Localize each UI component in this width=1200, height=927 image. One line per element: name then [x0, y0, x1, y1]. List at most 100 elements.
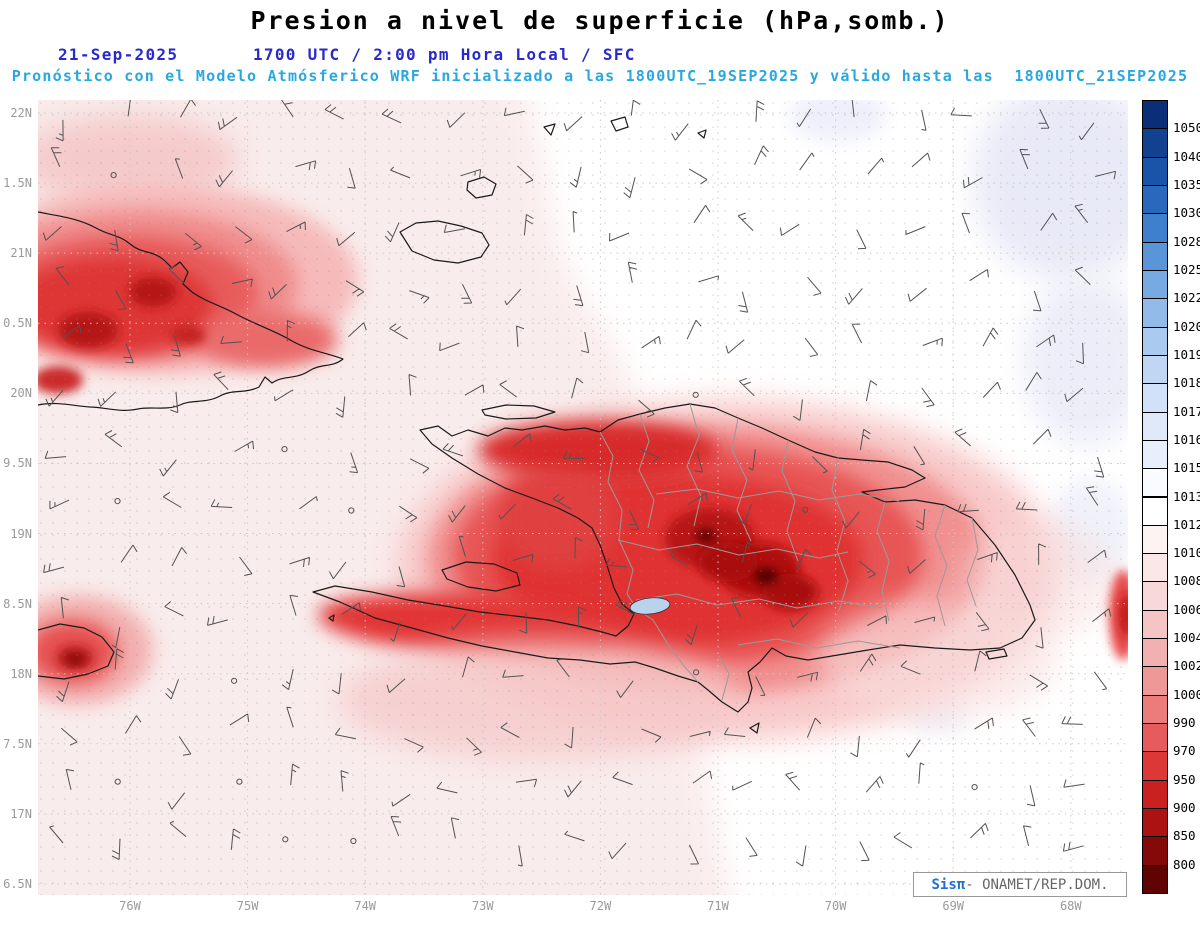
- colorbar-cell: [1142, 553, 1168, 583]
- lon-label: 76W: [119, 899, 141, 913]
- lon-label: 68W: [1059, 899, 1082, 913]
- beata-island: [749, 722, 760, 734]
- lat-label: 6.5N: [3, 876, 32, 891]
- lon-label: 74W: [354, 899, 377, 913]
- page-title: Presion a nivel de superficie (hPa,somb.…: [250, 6, 950, 35]
- colorbar-cell: [1142, 128, 1168, 158]
- lat-label: 17N: [10, 806, 32, 821]
- colorbar-cell: [1142, 298, 1168, 328]
- colorbar-cell: [1142, 609, 1168, 640]
- colorbar-cell: [1142, 269, 1168, 300]
- colorbar-tick-label: 1017: [1173, 403, 1200, 419]
- watermark-brand: Sisπ: [931, 876, 966, 893]
- colorbar-cell: [1142, 524, 1168, 555]
- colorbar-cell: [1142, 241, 1168, 271]
- lake-enriquillo: [629, 597, 671, 615]
- colorbar-cell: [1142, 808, 1168, 838]
- colorbar-cell: [1142, 383, 1168, 413]
- colorbar-cell: [1142, 354, 1168, 385]
- great-inagua-island: [399, 220, 490, 264]
- forecast-time: 1700 UTC / 2:00 pm Hora Local / SFC: [253, 45, 636, 64]
- jamaica-coast: [38, 623, 115, 680]
- colorbar: [1142, 100, 1168, 894]
- colorbar-tick-label: 1019: [1173, 346, 1200, 362]
- province-borders: [599, 403, 979, 701]
- colorbar-tick-label: 850: [1173, 828, 1196, 844]
- lat-labels: 22N 1.5N 21N 0.5N 20N 9.5N 19N 8.5N 18N 7.5N 17N 6.…: [0, 100, 35, 895]
- lon-labels: 76W 75W 74W 73W 72W 71W 70W 69W 68W: [38, 899, 1128, 919]
- model-init-line: Pronóstico con el Modelo Atmósferico WRF…: [11, 67, 1189, 85]
- colorbar-tick-label: 990: [1173, 715, 1196, 731]
- colorbar-tick-label: 1018: [1173, 375, 1200, 391]
- colorbar-cell: [1142, 751, 1168, 781]
- colorbar-cell: [1142, 496, 1168, 526]
- colorbar-labels: 1050 1040 1035 1030 1028 1025 1022 1020 1019 1018…: [1173, 100, 1200, 893]
- colorbar-cell: [1142, 779, 1168, 810]
- colorbar-tick-label: 900: [1173, 800, 1196, 816]
- navassa-island: [328, 614, 335, 622]
- colorbar-tick-label: 1030: [1173, 205, 1200, 221]
- colorbar-tick-label: 1025: [1173, 261, 1200, 277]
- colorbar-cell: [1142, 411, 1168, 441]
- colorbar-tick-label: 1028: [1173, 233, 1200, 249]
- datetime-line: 21-Sep-2025 1700 UTC / 2:00 pm Hora Loca…: [0, 45, 1200, 65]
- colorbar-cell: [1142, 581, 1168, 611]
- forecast-date: 21-Sep-2025: [58, 45, 179, 64]
- colorbar-tick-label: 970: [1173, 743, 1196, 759]
- colorbar-cell: [1142, 836, 1168, 866]
- cuba-coast: [38, 211, 344, 411]
- lat-label: 8.5N: [3, 596, 32, 611]
- colorbar-cell: [1142, 468, 1168, 498]
- lon-label: 75W: [236, 899, 259, 913]
- colorbar-cell: [1142, 723, 1168, 753]
- lat-label: 0.5N: [3, 316, 32, 331]
- colorbar-tick-label: 1020: [1173, 318, 1200, 334]
- hispaniola-coast: [312, 403, 1036, 713]
- lon-label: 70W: [824, 899, 847, 913]
- lon-label: 71W: [707, 899, 729, 913]
- lon-label: 69W: [942, 899, 965, 913]
- colorbar-tick-label: 950: [1173, 771, 1196, 787]
- colorbar-cell: [1142, 864, 1168, 894]
- gonave-island: [441, 561, 521, 592]
- colorbar-tick-label: 1002: [1173, 658, 1200, 674]
- colorbar-tick-label: 1013: [1173, 488, 1200, 504]
- coastlines: [38, 116, 1036, 734]
- colorbar-tick-label: 1000: [1173, 686, 1200, 702]
- colorbar-tick-label: 1004: [1173, 630, 1200, 646]
- stipple-overlay: [38, 100, 1128, 895]
- lat-label: 7.5N: [3, 736, 32, 751]
- lat-label: 9.5N: [3, 456, 32, 471]
- watermark-separator: -: [965, 876, 983, 893]
- colorbar-tick-label: 1050: [1173, 120, 1200, 136]
- turks-island-1: [543, 123, 556, 136]
- colorbar-tick-label: 1016: [1173, 431, 1200, 447]
- colorbar-cell: [1142, 666, 1168, 696]
- lat-label: 18N: [10, 666, 32, 681]
- colorbar-tick-label: 1010: [1173, 545, 1200, 561]
- lon-label: 73W: [471, 899, 494, 913]
- colorbar-tick-label: 1012: [1173, 516, 1200, 532]
- watermark-org: ONAMET/REP.DOM.: [982, 876, 1109, 893]
- colorbar-cell: [1142, 156, 1168, 186]
- colorbar-cell: [1142, 326, 1168, 356]
- tortuga-island: [481, 404, 556, 420]
- lat-label: 20N: [10, 386, 32, 401]
- colorbar-cell: [1142, 100, 1168, 130]
- lat-label: 22N: [10, 106, 32, 120]
- colorbar-cell: [1142, 694, 1168, 725]
- saona-island: [985, 648, 1008, 660]
- colorbar-cell: [1142, 213, 1168, 243]
- pressure-map-canvas: [38, 100, 1128, 895]
- colorbar-tick-label: 1022: [1173, 290, 1200, 306]
- colorbar-tick-label: 1035: [1173, 176, 1200, 192]
- lat-label: 21N: [10, 246, 32, 261]
- little-inagua-island: [466, 176, 497, 199]
- colorbar-tick-label: 1006: [1173, 601, 1200, 617]
- lon-label: 72W: [589, 899, 612, 913]
- colorbar-tick-label: 1015: [1173, 460, 1200, 476]
- lat-label: 19N: [10, 526, 32, 541]
- turks-island-2: [610, 116, 629, 132]
- wind-barbs: [42, 100, 1117, 867]
- watermark-box: Sisπ - ONAMET/REP.DOM.: [913, 872, 1127, 897]
